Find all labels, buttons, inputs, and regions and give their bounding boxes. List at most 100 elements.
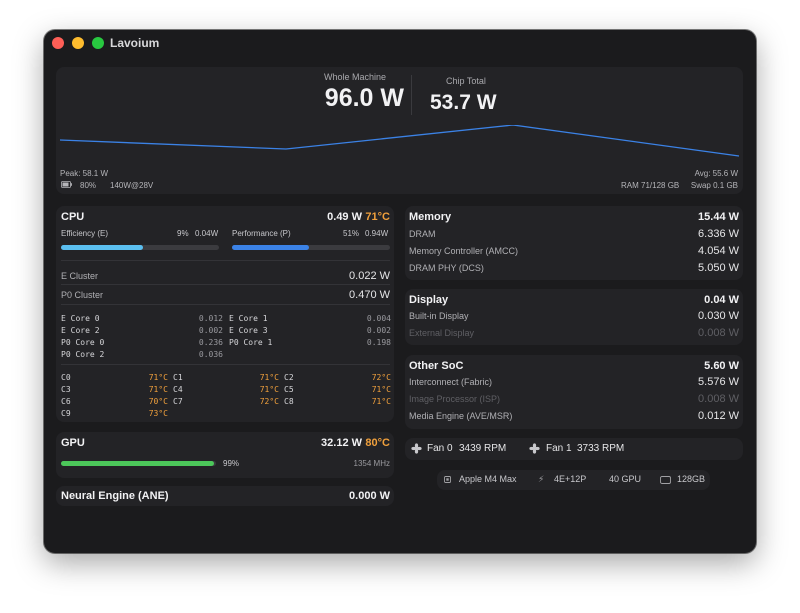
core-temp-name: C5 [284,385,294,394]
soc-row-label: Interconnect (Fabric) [409,377,493,387]
display-row-value: 0.008 W [698,327,739,339]
display-row-label: External Display [409,328,475,338]
efficiency-percent: 9% [177,229,189,238]
chip-total-label: Chip Total [446,76,486,86]
memory-row-label: DRAM PHY (DCS) [409,263,484,273]
gpu-cores: 40 GPU [609,474,642,484]
avg-power: Avg: 55.6 W [694,169,738,178]
whole-machine-value: 96.0 W [324,84,404,112]
memory-row-label: Memory Controller (AMCC) [409,246,519,256]
header-divider [411,75,412,115]
core-name: P0 Core 0 [61,338,105,347]
soc-row-value: 0.012 W [698,410,739,422]
core-temp-value: 72°C [371,373,391,382]
core-temp-name: C7 [173,397,183,406]
close-button[interactable] [52,37,64,49]
divider [61,284,390,285]
core-config: 4E+12P [554,474,587,484]
fan-1-rpm: 3733 RPM [577,443,625,454]
core-name: E Core 2 [61,326,100,335]
peak-power: Peak: 58.1 W [60,169,109,178]
gpu-temp: 80°C [365,437,390,449]
gpu-usage-bar-fill [61,461,215,466]
core-value: 0.012 [198,314,223,323]
core-value: 0.004 [366,314,391,323]
fan-0-label: Fan 0 [427,443,453,454]
display-title: Display [409,294,449,306]
chip-icon [444,476,451,483]
core-temp-value: 71°C [148,385,168,394]
minimize-button[interactable] [72,37,84,49]
display-card: Display 0.04 W Built-in Display 0.030 W … [405,289,743,345]
core-name: E Core 0 [61,314,100,323]
memory-row-label: DRAM [409,229,436,239]
adapter-info: 140W@28V [110,181,154,190]
core-value: 0.036 [198,350,223,359]
titlebar: Lavoium [44,30,756,56]
core-temp-value: 73°C [148,409,168,418]
core-temp-name: C8 [284,397,294,406]
core-temp-value: 71°C [259,373,279,382]
core-value: 0.002 [366,326,391,335]
performance-bar-fill [232,245,310,250]
fan-1-label: Fan 1 [546,443,572,454]
core-temp-value: 71°C [371,385,391,394]
swap-usage: Swap 0.1 GB [690,181,738,190]
fans-card: Fan 0 3439 RPM Fan 1 3733 RPM [405,438,743,460]
cpu-title: CPU [61,211,85,223]
soc-row-value: 0.008 W [698,393,739,405]
gpu-title: GPU [61,437,85,449]
display-total: 0.04 W [704,294,739,306]
core-temp-value: 71°C [371,397,391,406]
core-name: P0 Core 2 [61,350,105,359]
core-temp-value: 72°C [259,397,279,406]
memory-title: Memory [409,211,452,223]
ane-power: 0.000 W [349,490,390,502]
power-history-line [60,125,740,157]
core-name: P0 Core 1 [229,338,273,347]
power-summary-card: Whole Machine 96.0 W Chip Total 53.7 W P… [56,67,743,194]
core-temp-value: 70°C [148,397,168,406]
soc-row-label: Media Engine (AVE/MSR) [409,411,513,421]
battery-percent: 80% [80,181,97,190]
core-temp-name: C3 [61,385,71,394]
performance-label: Performance (P) [232,229,291,238]
soc-total: 5.60 W [704,360,739,372]
p0-cluster-value: 0.470 W [349,289,390,301]
core-temp-name: C0 [61,373,71,382]
efficiency-power: 0.04W [195,229,219,238]
efficiency-bar-fill [61,245,144,250]
chip-total-value: 53.7 W [430,91,497,114]
performance-bar [232,245,390,250]
gpu-power: 32.12 W [321,437,362,449]
whole-machine-label: Whole Machine [323,72,387,82]
gpu-frequency: 1354 MHz [353,459,390,468]
zoom-button[interactable] [92,37,104,49]
gpu-card: GPU 80°C 32.12 W 99% 1354 MHz [56,432,394,478]
power-history-graph [60,125,740,157]
memory-total: 15.44 W [698,211,739,223]
battery-icon [61,181,72,188]
soc-row-label: Image Processor (ISP) [409,394,501,404]
core-temp-name: C6 [61,397,71,406]
ane-card: Neural Engine (ANE) 0.000 W [56,486,394,506]
memory-row-value: 6.336 W [698,228,739,240]
other-soc-card: Other SoC 5.60 W Interconnect (Fabric) 5… [405,355,743,429]
bolt-icon: ⚡ [538,474,545,484]
memory-card: Memory 15.44 W DRAM 6.336 W Memory Contr… [405,206,743,280]
core-temp-name: C4 [173,385,183,394]
core-temp-value: 71°C [148,373,168,382]
fan-icon [529,443,540,454]
p0-cluster-label: P0 Cluster [61,290,104,300]
gpu-usage-bar [61,461,216,466]
core-value: 0.002 [198,326,223,335]
ram-usage: RAM 71/128 GB [621,181,680,190]
ane-title: Neural Engine (ANE) [61,490,169,502]
core-temp-name: C9 [61,409,71,418]
soc-row-value: 5.576 W [698,376,739,388]
efficiency-bar [61,245,219,250]
cpu-power: 0.49 W [327,211,362,223]
core-value: 0.198 [366,338,391,347]
core-name: E Core 1 [229,314,268,323]
core-temp-name: C2 [284,373,294,382]
